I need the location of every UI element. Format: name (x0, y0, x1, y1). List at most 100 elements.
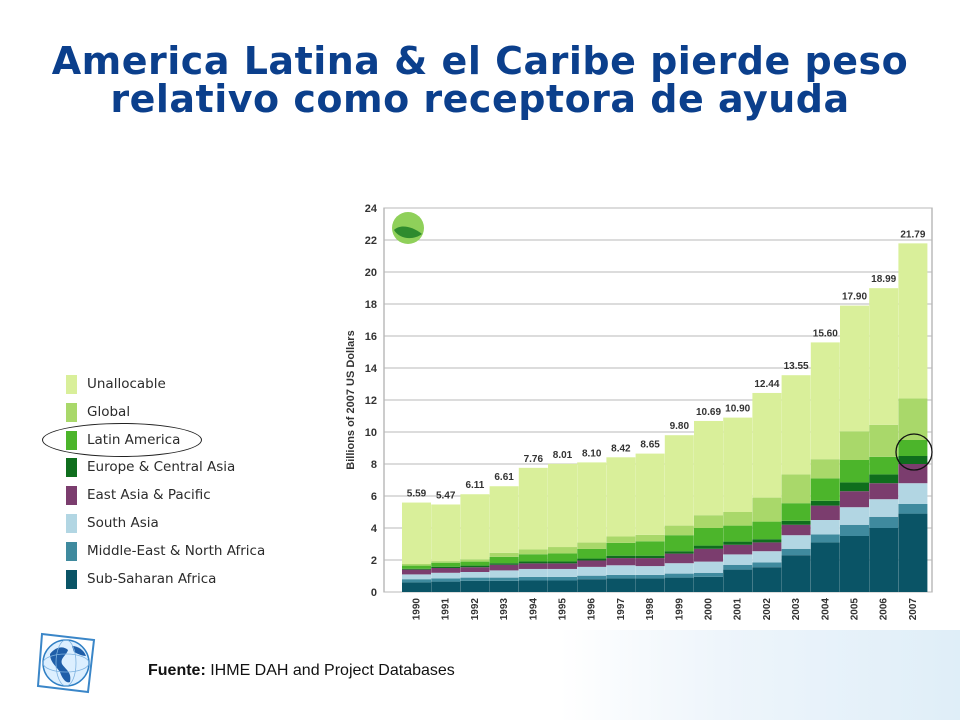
bar-segment (840, 536, 869, 592)
bar-segment (694, 576, 723, 592)
bar-segment (460, 561, 490, 566)
x-tick-label: 2003 (791, 598, 802, 621)
bar-segment (898, 513, 928, 592)
bar-segment (869, 499, 899, 517)
bar-segment (694, 545, 723, 549)
bar-segment (810, 459, 840, 479)
total-data-label: 13.55 (784, 361, 809, 372)
bar-segment (489, 577, 519, 581)
y-tick-label: 8 (371, 459, 377, 471)
bar-segment (840, 431, 869, 460)
bar-segment (723, 544, 753, 555)
bar-segment (518, 467, 548, 550)
bar-segment (869, 424, 899, 457)
bar-segment (402, 582, 431, 592)
title-line-1: America Latina & el Caribe pierde peso (51, 39, 909, 83)
bar-segment (402, 574, 431, 580)
bar-segment (489, 570, 519, 578)
bar-segment (402, 569, 431, 575)
total-data-label: 15.60 (813, 328, 838, 339)
total-data-label: 6.11 (465, 480, 484, 491)
x-tick-label: 2006 (879, 598, 890, 621)
bar-segment (635, 555, 665, 559)
bar-segment (518, 580, 548, 592)
bar-segment (694, 515, 723, 528)
bar-segment (898, 483, 928, 504)
y-axis-label: Billions of 2007 US Dollars (345, 330, 357, 469)
legend-item-global: Global (66, 400, 356, 428)
legend-label: Middle-East & North Africa (87, 542, 266, 559)
bar-segment (781, 535, 811, 549)
bar-segment (664, 553, 694, 564)
bar-segment (518, 554, 548, 562)
x-tick-label: 1999 (674, 598, 685, 621)
legend-item-east-asia-pacific: East Asia & Pacific (66, 483, 356, 511)
bar-segment (577, 579, 607, 592)
bar-segment (635, 578, 665, 592)
bar-segment (635, 453, 665, 535)
total-data-label: 18.99 (871, 274, 896, 285)
legend-swatch (66, 486, 77, 506)
bar-segment (723, 417, 753, 512)
bar-segment (606, 558, 636, 566)
background-decoration (560, 630, 960, 720)
total-data-label: 9.80 (670, 421, 690, 432)
bar-segment (577, 548, 607, 559)
bar-segment (577, 560, 607, 567)
bar-segment (577, 558, 607, 561)
bar-segment (869, 516, 899, 528)
bar-segment (606, 578, 636, 592)
legend-item-sub-saharan-africa: Sub-Saharan Africa (66, 567, 356, 595)
bar-segment (781, 503, 811, 521)
bar-segment (664, 535, 694, 552)
bar-segment (664, 573, 694, 578)
bar-segment (431, 566, 461, 568)
total-data-label: 8.42 (611, 443, 631, 454)
latin-america-highlight-ellipse (42, 423, 202, 457)
bar-segment (460, 567, 490, 572)
total-data-label: 12.44 (754, 379, 779, 390)
bar-segment (752, 562, 782, 568)
bar-segment (869, 288, 899, 425)
bar-segment (431, 562, 461, 567)
bar-segment (723, 512, 753, 526)
bar-segment (431, 578, 461, 582)
bar-segment (548, 580, 577, 592)
bar-segment (548, 576, 577, 581)
bar-segment (460, 577, 490, 581)
y-tick-label: 18 (365, 299, 377, 311)
chart-logo-leaf-icon (394, 226, 422, 239)
bar-segment (460, 494, 490, 560)
bar-segment (402, 579, 431, 583)
globe-logo-icon (36, 632, 96, 694)
bar-segment (548, 568, 577, 577)
bar-segment (752, 539, 782, 543)
legend-item-europe-central-asia: Europe & Central Asia (66, 455, 356, 483)
bar-segment (781, 375, 811, 475)
bar-segment (606, 457, 636, 537)
legend-label: Sub-Saharan Africa (87, 570, 217, 587)
y-tick-label: 24 (365, 203, 378, 215)
legend-label: Europe & Central Asia (87, 459, 236, 476)
x-tick-label: 1996 (587, 598, 598, 621)
bar-segment (752, 567, 782, 592)
source-note: Fuente: IHME DAH and Project Databases (148, 662, 455, 680)
bar-segment (781, 524, 811, 536)
bar-segment (431, 572, 461, 579)
bar-segment (898, 456, 928, 464)
bar-segment (810, 500, 840, 506)
bar-segment (898, 398, 928, 440)
bar-segment (840, 460, 869, 483)
bar-segment (489, 556, 519, 564)
y-tick-label: 2 (371, 555, 377, 567)
legend-label: Unallocable (87, 376, 166, 392)
legend-item-south-asia: South Asia (66, 511, 356, 539)
bar-segment (694, 528, 723, 546)
legend-swatch (66, 569, 77, 589)
total-data-label: 21.79 (900, 229, 925, 240)
bar-segment (577, 575, 607, 580)
legend-swatch (66, 541, 77, 561)
total-data-label: 5.47 (436, 490, 456, 501)
bar-segment (840, 305, 869, 432)
bar-segment (694, 561, 723, 573)
